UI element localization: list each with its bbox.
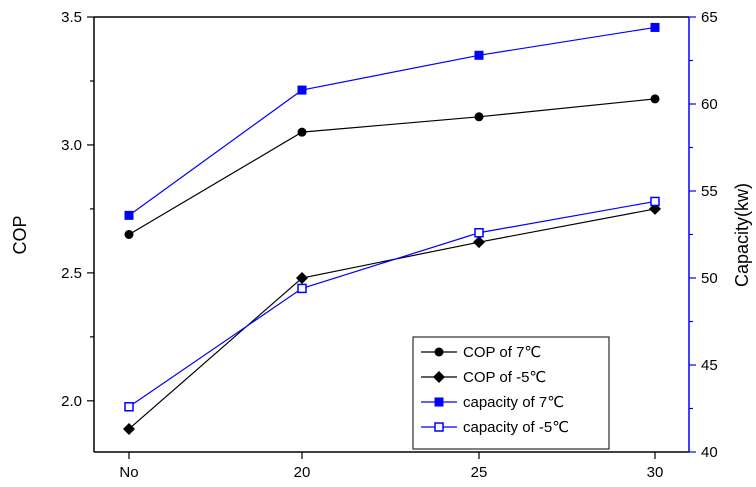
left-tick-label: 2.5 — [61, 265, 82, 282]
data-point-s0-0 — [124, 230, 134, 239]
left-tick-label: 2.0 — [61, 393, 82, 410]
right-tick-label: 50 — [701, 270, 718, 287]
left-axis-title: COP — [10, 215, 30, 254]
right-tick-label: 40 — [701, 444, 718, 461]
legend-marker-0 — [434, 347, 444, 357]
data-point-s3-0 — [124, 402, 134, 412]
data-point-s0-3 — [650, 94, 660, 104]
legend-marker-3 — [434, 422, 444, 432]
data-point-s0-2 — [474, 112, 484, 122]
x-tick-label: 20 — [294, 464, 311, 481]
data-point-s1-0 — [123, 422, 135, 435]
data-point-s2-0 — [124, 210, 134, 220]
legend-label-3: capacity of -5℃ — [463, 419, 569, 436]
series-line-2 — [128, 26, 656, 216]
legend-box — [412, 336, 610, 450]
legend-label-0: COP of 7℃ — [463, 344, 541, 361]
x-tick-label: 25 — [471, 464, 488, 481]
data-point-s3-1 — [297, 283, 307, 294]
legend-label-2: capacity of 7℃ — [463, 394, 564, 411]
data-point-s0-1 — [297, 127, 307, 137]
data-point-s2-1 — [297, 85, 307, 95]
right-tick-label: 55 — [701, 183, 718, 200]
right-tick-label: 65 — [701, 9, 718, 26]
left-tick-label: 3.5 — [61, 9, 82, 26]
series-line-0 — [128, 98, 656, 236]
right-axis-title: Capacity(kw) — [732, 183, 752, 287]
series-line-3 — [128, 200, 656, 408]
data-point-s2-2 — [474, 50, 484, 60]
data-point-s1-1 — [296, 272, 308, 284]
right-tick-label: 60 — [701, 96, 718, 113]
left-tick-label: 3.0 — [61, 137, 82, 154]
data-point-s1-2 — [473, 236, 485, 249]
x-tick-label: No — [119, 464, 138, 481]
data-point-s3-3 — [650, 196, 660, 207]
legend-marker-1 — [433, 371, 445, 383]
data-point-s3-2 — [474, 228, 484, 238]
data-point-s2-3 — [650, 22, 660, 32]
legend-label-1: COP of -5℃ — [463, 369, 546, 386]
x-tick-label: 30 — [647, 464, 664, 481]
legend-marker-2 — [434, 397, 444, 407]
right-tick-label: 45 — [701, 357, 718, 374]
